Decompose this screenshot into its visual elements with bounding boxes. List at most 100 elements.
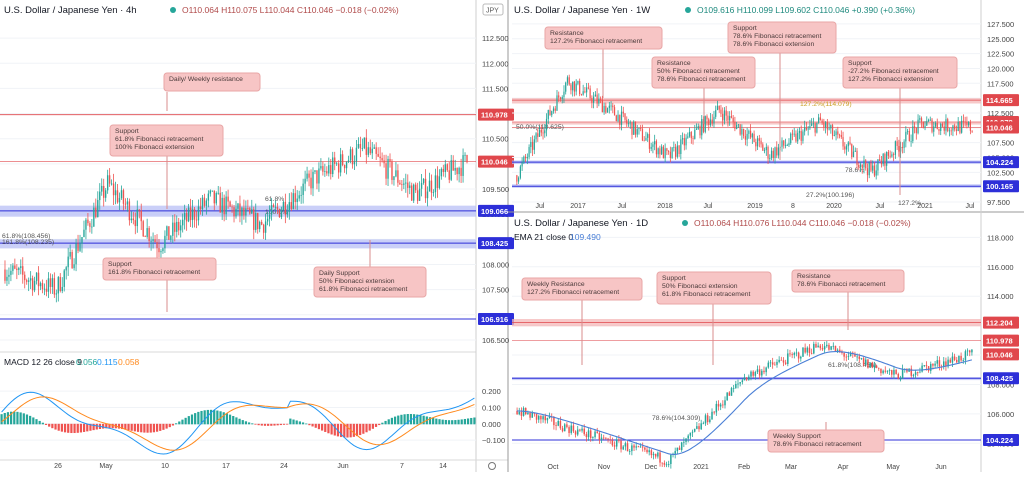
w1-candle bbox=[704, 116, 706, 132]
d1-candle bbox=[966, 350, 969, 352]
h4-candle bbox=[407, 182, 409, 188]
w1-callouts: Resistance 127.2% Fibonacci retracement Re… bbox=[544, 21, 958, 195]
d1-candle bbox=[806, 347, 809, 353]
h4-candle bbox=[26, 280, 28, 282]
w1-candle bbox=[875, 170, 877, 176]
d1-candle bbox=[581, 428, 583, 431]
h4-candle bbox=[276, 206, 279, 210]
d1-price-tick: 106.000 bbox=[987, 410, 1014, 419]
w1-candle bbox=[676, 145, 678, 157]
h4-candle bbox=[332, 157, 334, 175]
w1-candle bbox=[760, 140, 762, 145]
d1-candle bbox=[962, 360, 965, 361]
h4-candle bbox=[104, 190, 107, 198]
h4-ohlc: O110.064 H110.075 L110.044 C110.046 −0.0… bbox=[182, 5, 399, 15]
d1-candle bbox=[592, 437, 594, 438]
w1-candle bbox=[824, 122, 827, 128]
h4-candle bbox=[448, 170, 450, 180]
w1-candle bbox=[593, 96, 595, 103]
h4-callout-text: Daily Support 50% Fibonacci extension 61.8… bbox=[319, 270, 408, 293]
h4-candle bbox=[322, 166, 324, 172]
h4-candle bbox=[247, 208, 249, 210]
w1-candle bbox=[929, 119, 931, 121]
h4-candle bbox=[39, 283, 42, 287]
w1-callout-text: Support -27.2% Fibonacci retracement 127.2… bbox=[848, 60, 939, 83]
d1-candle bbox=[566, 424, 568, 428]
d1-price-tick: 114.000 bbox=[987, 292, 1014, 301]
w1-candle bbox=[545, 118, 548, 131]
w1-candle bbox=[736, 124, 738, 130]
w1-candle bbox=[524, 156, 527, 159]
h4-candle bbox=[369, 147, 371, 154]
d1-candle bbox=[563, 424, 566, 432]
h4-time-tick: Jun bbox=[337, 463, 348, 470]
macd-hist-bar bbox=[111, 423, 114, 429]
h4-candle bbox=[306, 173, 308, 179]
w1-candle bbox=[556, 95, 558, 111]
macd-hist-bar bbox=[333, 423, 336, 436]
w1-candle bbox=[821, 120, 823, 123]
macd-hist-bar bbox=[232, 415, 235, 425]
macd-hist-bar bbox=[51, 423, 54, 429]
macd-hist-bar bbox=[273, 423, 276, 426]
h4-candle bbox=[128, 201, 131, 221]
h4-candle bbox=[365, 137, 368, 155]
w1-candle bbox=[577, 81, 579, 84]
w1-candle bbox=[708, 119, 710, 126]
h4-candle bbox=[103, 185, 105, 198]
w1-candle bbox=[744, 135, 746, 140]
w1-candle bbox=[716, 105, 719, 111]
d1-price-tag-label: 104.224 bbox=[986, 436, 1014, 445]
h4-candle bbox=[197, 206, 200, 221]
macd-hist-bar bbox=[140, 423, 143, 433]
macd-hist-bar bbox=[143, 423, 146, 433]
w1-candle bbox=[528, 147, 530, 158]
w1-candle bbox=[540, 129, 542, 133]
h4-candle bbox=[71, 252, 73, 269]
w1-price-tick: 97.500 bbox=[987, 198, 1010, 207]
h4-candle bbox=[414, 184, 417, 191]
h4-candle bbox=[454, 167, 456, 171]
d1-candle bbox=[693, 428, 696, 432]
h4-candle bbox=[221, 197, 223, 213]
h4-candle bbox=[217, 192, 219, 194]
w1-price-tag bbox=[983, 156, 1019, 169]
h4-candle bbox=[168, 226, 170, 240]
d1-candle bbox=[754, 372, 757, 376]
settings-icon[interactable] bbox=[488, 462, 496, 470]
h4-candle bbox=[136, 209, 138, 227]
d1-candle bbox=[971, 349, 973, 353]
w1-time-tick: Jul bbox=[618, 203, 627, 210]
h4-candle bbox=[337, 163, 340, 173]
w1-candle bbox=[802, 131, 804, 141]
d1-candle bbox=[767, 362, 770, 368]
h4-candle bbox=[116, 190, 119, 203]
w1-candle bbox=[828, 128, 830, 130]
w1-candle bbox=[730, 116, 733, 118]
w1-candle bbox=[723, 110, 726, 121]
w1-candle bbox=[830, 125, 832, 129]
currency-tag[interactable] bbox=[482, 3, 504, 16]
w1-candle bbox=[575, 83, 577, 92]
h4-candle bbox=[330, 165, 332, 175]
d1-time-tick: Oct bbox=[548, 464, 559, 471]
h4-candle bbox=[152, 239, 154, 241]
h4-candle bbox=[355, 147, 358, 162]
h4-candle bbox=[450, 160, 452, 180]
w1-callout-text: Resistance 50% Fibonacci retracement 78.6%… bbox=[657, 60, 746, 83]
h4-candle bbox=[290, 202, 292, 210]
w1-candle bbox=[734, 121, 736, 130]
d1-candle bbox=[843, 353, 845, 357]
w1-candle bbox=[840, 135, 842, 138]
macd-hist-bar bbox=[225, 413, 229, 425]
w1-candle bbox=[814, 123, 816, 133]
h4-candle bbox=[146, 228, 148, 237]
h4-candle bbox=[375, 147, 377, 154]
w1-candle bbox=[608, 105, 610, 109]
d1-candle bbox=[726, 392, 728, 401]
macd-hist-bar bbox=[282, 423, 286, 425]
d1-candle bbox=[949, 359, 952, 363]
macd-hist-value: 0.056 bbox=[76, 357, 98, 367]
macd-hist-bar bbox=[149, 423, 152, 433]
